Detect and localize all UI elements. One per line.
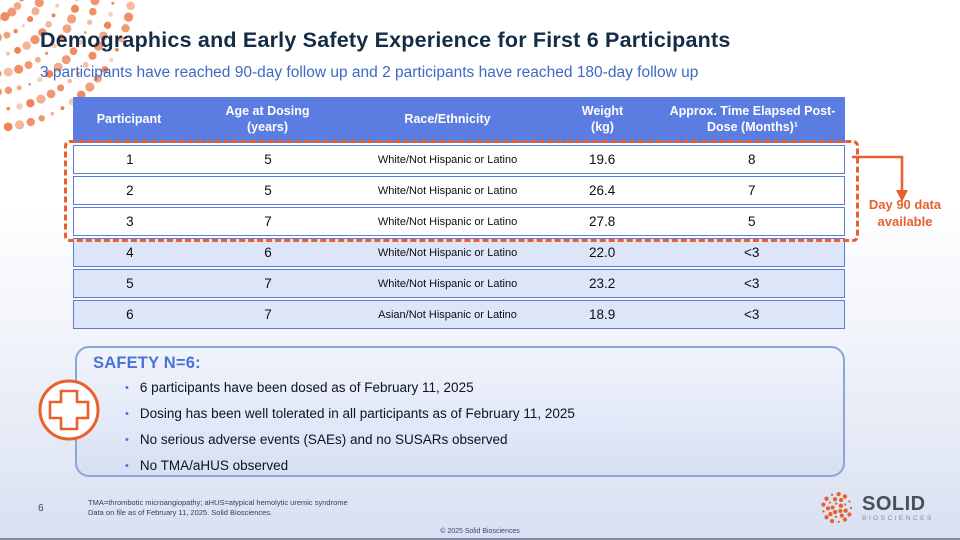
cell-race: White/Not Hispanic or Latino: [377, 153, 518, 166]
page-subtitle: 3 participants have reached 90-day follo…: [40, 64, 699, 81]
list-item: • 6 participants have been dosed as of F…: [125, 380, 829, 406]
cell-race: White/Not Hispanic or Latino: [377, 215, 518, 228]
logo-subname: BIOSCIENCES: [862, 514, 934, 522]
medical-cross-icon: [38, 379, 100, 441]
footnote-line: TMA=thrombotic microangiopathy; aHUS=aty…: [88, 498, 348, 507]
cell-time: <3: [744, 245, 760, 260]
cell-participant: 4: [126, 245, 134, 260]
cell-participant: 5: [126, 276, 134, 291]
bullet-text: No serious adverse events (SAEs) and no …: [139, 432, 508, 447]
cell-weight: 27.8: [588, 214, 616, 229]
cell-race: Asian/Not Hispanic or Latino: [378, 308, 517, 321]
table-row: 2 5 White/Not Hispanic or Latino 26.4 7: [73, 176, 845, 205]
bullet-icon: •: [125, 408, 129, 420]
cell-participant: 3: [126, 214, 134, 229]
bullet-text: No TMA/aHUS observed: [139, 458, 289, 473]
day90-label: Day 90 data available: [868, 197, 942, 229]
demographics-table: Participant Age at Dosing (years) Race/E…: [73, 97, 845, 329]
safety-summary-box: SAFETY N=6: • 6 participants have been d…: [75, 346, 845, 477]
cell-weight: 22.0: [588, 245, 616, 260]
cell-race: White/Not Hispanic or Latino: [377, 277, 518, 290]
cell-weight: 18.9: [588, 307, 616, 322]
header-weight: Weight (kg): [581, 104, 624, 134]
table-header-row: Participant Age at Dosing (years) Race/E…: [73, 97, 845, 143]
table-row: 5 7 White/Not Hispanic or Latino 23.2 <3: [73, 269, 845, 298]
bottom-divider: [0, 538, 960, 540]
footnote: TMA=thrombotic microangiopathy; aHUS=aty…: [88, 498, 348, 518]
cell-participant: 1: [126, 152, 134, 167]
cell-age: 5: [264, 183, 272, 198]
bullet-text: Dosing has been well tolerated in all pa…: [139, 406, 575, 421]
table-row: 4 6 White/Not Hispanic or Latino 22.0 <3: [73, 238, 845, 267]
table-row: 1 5 White/Not Hispanic or Latino 19.6 8: [73, 145, 845, 174]
header-age: Age at Dosing (years): [225, 104, 310, 134]
cell-time: 8: [747, 152, 756, 167]
table-row: 6 7 Asian/Not Hispanic or Latino 18.9 <3: [73, 300, 845, 329]
cell-race: White/Not Hispanic or Latino: [377, 246, 518, 259]
cell-age: 7: [264, 307, 272, 322]
bullet-icon: •: [125, 382, 129, 394]
cell-participant: 2: [126, 183, 134, 198]
page-title: Demographics and Early Safety Experience…: [40, 28, 731, 52]
cell-weight: 19.6: [588, 152, 616, 167]
bullet-icon: •: [125, 434, 129, 446]
solid-biosciences-logo: SOLID BIOSCIENCES: [818, 489, 934, 527]
cell-age: 7: [264, 214, 272, 229]
header-participant: Participant: [96, 112, 162, 127]
cell-age: 6: [264, 245, 272, 260]
cell-time: <3: [744, 276, 760, 291]
cell-time: <3: [744, 307, 760, 322]
bullet-text: 6 participants have been dosed as of Feb…: [139, 380, 474, 395]
table-row: 3 7 White/Not Hispanic or Latino 27.8 5: [73, 207, 845, 236]
logo-dotted-circle-icon: [821, 492, 853, 524]
header-time-elapsed: Approx. Time Elapsed Post-Dose (Months)¹: [669, 104, 836, 134]
list-item: • No TMA/aHUS observed: [125, 458, 829, 484]
safety-bullet-list: • 6 participants have been dosed as of F…: [125, 380, 829, 484]
list-item: • Dosing has been well tolerated in all …: [125, 406, 829, 432]
safety-title: SAFETY N=6:: [93, 354, 201, 372]
cell-age: 5: [264, 152, 272, 167]
cell-age: 7: [264, 276, 272, 291]
header-race: Race/Ethnicity: [404, 112, 491, 127]
cell-time: 7: [747, 183, 756, 198]
logo-name: SOLID: [862, 492, 926, 515]
cell-weight: 26.4: [588, 183, 616, 198]
bullet-icon: •: [125, 460, 129, 472]
list-item: • No serious adverse events (SAEs) and n…: [125, 432, 829, 458]
cell-race: White/Not Hispanic or Latino: [377, 184, 518, 197]
page-number: 6: [38, 503, 44, 514]
copyright-text: © 2025 Solid Biosciences: [440, 528, 520, 535]
cell-weight: 23.2: [588, 276, 616, 291]
footnote-line: Data on file as of February 11, 2025. So…: [88, 508, 273, 517]
cell-time: 5: [747, 214, 756, 229]
cell-participant: 6: [126, 307, 134, 322]
day90-arrow-icon: [852, 155, 908, 202]
